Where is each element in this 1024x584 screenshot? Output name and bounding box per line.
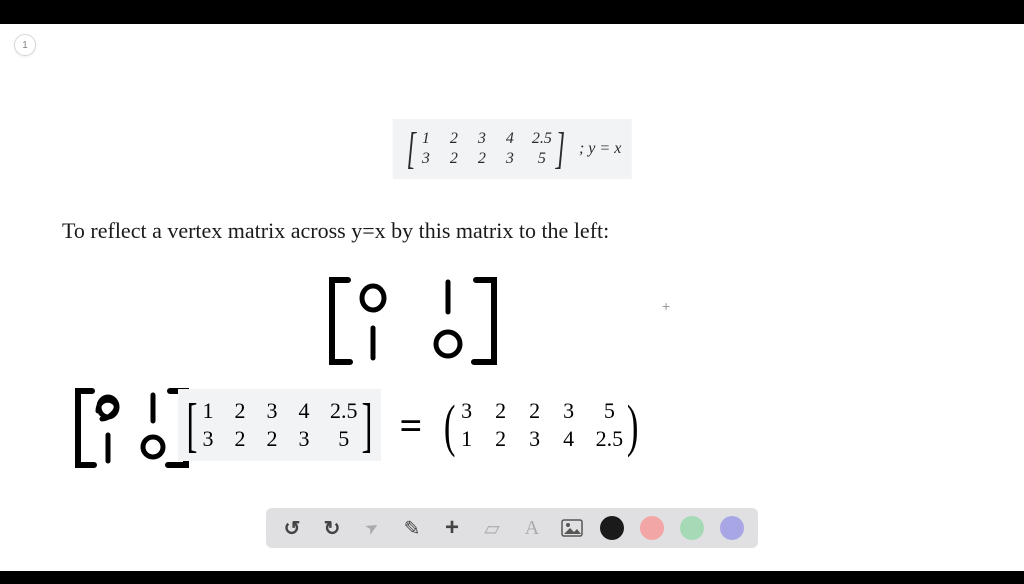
pencil-tool[interactable]: ✎ [400, 516, 424, 540]
plus-tool[interactable]: + [440, 516, 464, 540]
matrix-cell: 4 [504, 130, 516, 148]
matrix-cell: 3 [420, 150, 432, 168]
undo-button[interactable]: ↺ [280, 516, 304, 540]
multiplicand-matrix: [ 1 2 3 4 2.5 3 2 2 3 5 ] [178, 389, 381, 461]
matrix-cell: 2.5 [532, 130, 552, 148]
multiplication-line: [ 1 2 3 4 2.5 3 2 2 3 5 ] = ( 3 2 2 3 [178, 389, 642, 461]
explanation-text: To reflect a vertex matrix across y=x by… [62, 218, 609, 244]
color-purple[interactable] [720, 516, 744, 540]
matrix-cell: 2.5 [596, 426, 624, 452]
left-bracket-icon: [ [407, 127, 416, 171]
image-icon [561, 519, 583, 537]
letterbox-bottom [0, 571, 1024, 584]
matrix-cell: 3 [476, 130, 488, 148]
image-tool[interactable] [560, 516, 584, 540]
color-green[interactable] [680, 516, 704, 540]
matrix-cell: 2 [476, 150, 488, 168]
matrix-cell: 2 [234, 426, 246, 452]
matrix-cell: 5 [532, 150, 552, 168]
left-bracket-icon: [ [186, 395, 197, 455]
result-matrix: ( 3 2 2 3 5 1 2 3 4 2.5 ) [440, 392, 642, 459]
color-pink[interactable] [640, 516, 664, 540]
right-bracket-icon: ] [362, 395, 373, 455]
matrix-cell: 3 [266, 398, 278, 424]
matrix-cell: 2 [448, 150, 460, 168]
matrix-cell: 4 [562, 426, 576, 452]
eraser-tool[interactable]: ▱ [480, 516, 504, 540]
matrix-cell: 5 [330, 426, 358, 452]
handdrawn-reflection-matrix [318, 262, 518, 382]
matrix-cell: 2 [234, 398, 246, 424]
matrix-cell: 3 [460, 398, 474, 424]
page-number-badge[interactable]: 1 [14, 34, 36, 56]
text-tool[interactable]: A [520, 516, 544, 540]
color-black[interactable] [600, 516, 624, 540]
matrix-cell: 2 [494, 398, 508, 424]
matrix-cell: 5 [596, 398, 624, 424]
right-bracket-icon: ] [556, 127, 565, 171]
letterbox-top [0, 0, 1024, 24]
pointer-tool[interactable]: ➤ [356, 512, 389, 545]
matrix-cell: 1 [202, 398, 214, 424]
matrix-cell: 2 [528, 398, 542, 424]
right-paren-icon: ) [627, 392, 639, 459]
redo-button[interactable]: ↻ [320, 516, 344, 540]
matrix-cell: 2 [448, 130, 460, 148]
matrix-cell: 2 [266, 426, 278, 452]
matrix-cell: 1 [460, 426, 474, 452]
matrix-cell: 3 [298, 426, 310, 452]
matrix-cell: 3 [202, 426, 214, 452]
equals-sign: = [387, 402, 434, 449]
whiteboard-canvas[interactable]: 1 [ 1 2 3 4 2.5 3 2 2 3 5 ] ; y = x To r… [0, 24, 1024, 571]
left-paren-icon: ( [444, 392, 456, 459]
matrix-cell: 2.5 [330, 398, 358, 424]
matrix-cell: 3 [562, 398, 576, 424]
problem-condition: ; y = x [579, 140, 621, 158]
matrix-cell: 2 [494, 426, 508, 452]
insert-marker[interactable]: + [662, 298, 670, 314]
problem-statement: [ 1 2 3 4 2.5 3 2 2 3 5 ] ; y = x [393, 119, 632, 179]
matrix-cell: 3 [504, 150, 516, 168]
problem-matrix: [ 1 2 3 4 2.5 3 2 2 3 5 ] [403, 127, 569, 171]
matrix-cell: 1 [420, 130, 432, 148]
matrix-cell: 4 [298, 398, 310, 424]
drawing-toolbar: ↺ ↻ ➤ ✎ + ▱ A [266, 508, 758, 548]
matrix-cell: 3 [528, 426, 542, 452]
